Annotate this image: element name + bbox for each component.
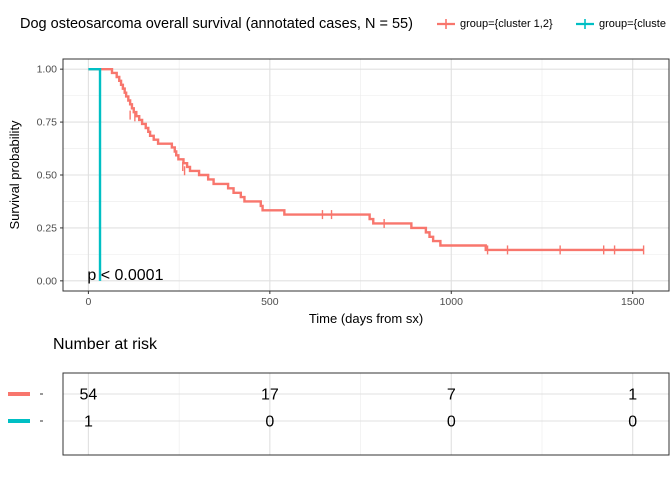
y-tick-label: 0.25 [37, 222, 58, 234]
x-tick-label: 500 [261, 296, 279, 308]
x-axis-label: Time (days from sx) [309, 311, 423, 326]
risk-count: 0 [447, 414, 456, 431]
risk-count: 54 [80, 387, 98, 404]
y-tick-label: 1.00 [37, 64, 58, 76]
legend-item-cluster-3: group={cluste [575, 18, 666, 30]
legend-key-teal [576, 19, 594, 29]
risk-table: 54 17 7 1 1 0 0 0 [8, 372, 670, 456]
risk-count: 0 [628, 414, 637, 431]
y-axis-label: Survival probability [7, 120, 22, 230]
legend-key-red [437, 19, 455, 29]
x-tick-label: 1500 [621, 296, 645, 308]
risk-count: 7 [447, 387, 456, 404]
y-tick-label: 0.00 [37, 275, 58, 287]
risk-count: 1 [84, 414, 93, 431]
legend-label: group={cluster 1,2} [460, 18, 553, 30]
survival-curve-1 [88, 67, 102, 281]
chart-title: Dog osteosarcoma overall survival (annot… [20, 16, 413, 32]
y-tick-label: 0.75 [37, 117, 58, 129]
x-tick-label: 1000 [440, 296, 464, 308]
x-tick-label: 0 [85, 296, 91, 308]
risk-count: 1 [628, 387, 637, 404]
risk-table-title: Number at risk [53, 336, 158, 353]
survival-plot: 0 500 1000 1500 0.00 0.25 0.50 0.75 1.00 p < 0.00… [7, 58, 670, 326]
risk-count: 17 [261, 387, 279, 404]
plot-panel-border [62, 58, 670, 292]
survival-curve-0 [88, 67, 644, 252]
y-tick-label: 0.50 [37, 170, 58, 182]
risk-count: 0 [265, 414, 274, 431]
legend-item-cluster-1-2: group={cluster 1,2} [436, 18, 553, 30]
p-value-annotation: p < 0.0001 [87, 267, 163, 284]
legend-label: group={cluste [599, 18, 666, 30]
risk-table-border [62, 372, 670, 456]
